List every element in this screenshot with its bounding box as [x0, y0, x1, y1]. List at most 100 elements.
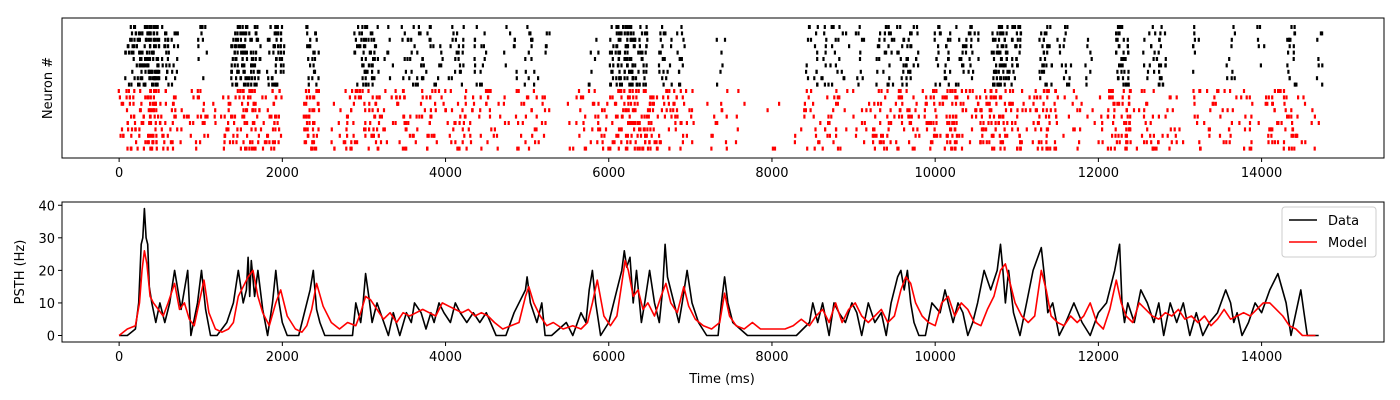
raster-spike: [597, 127, 600, 132]
raster-spike: [612, 44, 615, 49]
raster-spike: [480, 82, 483, 87]
raster-spike: [649, 95, 652, 100]
raster-spike: [899, 25, 902, 29]
raster-spike: [403, 95, 406, 100]
raster-spike: [373, 57, 376, 61]
raster-spike: [1248, 127, 1251, 132]
raster-spike: [793, 140, 796, 145]
raster-spike: [626, 57, 629, 61]
raster-spike: [1041, 44, 1044, 49]
raster-spike: [945, 76, 948, 81]
raster-spike: [985, 140, 988, 145]
raster-spike: [1270, 127, 1273, 132]
raster-spike: [1116, 76, 1120, 81]
raster-spike: [1086, 114, 1089, 119]
raster-spike: [249, 37, 252, 42]
raster-spike: [135, 44, 138, 49]
raster-spike: [993, 146, 996, 151]
raster-spike: [672, 101, 675, 106]
raster-spike: [149, 31, 152, 36]
raster-spike: [241, 31, 244, 36]
raster-spike: [661, 44, 664, 49]
raster-spike: [257, 133, 260, 138]
raster-spike: [998, 133, 1001, 138]
raster-spike: [1015, 31, 1018, 36]
raster-spike: [156, 31, 159, 36]
raster-spike: [515, 89, 518, 93]
raster-spike: [1321, 31, 1324, 36]
raster-spike: [241, 44, 244, 49]
raster-spike: [1155, 146, 1158, 151]
raster-spike: [124, 76, 127, 81]
raster-spike: [371, 82, 374, 87]
raster-spike: [971, 50, 974, 55]
raster-spike: [531, 133, 534, 138]
raster-spike: [1302, 95, 1305, 100]
raster-spike: [620, 140, 623, 145]
raster-spike: [841, 31, 844, 36]
raster-spike: [461, 108, 464, 113]
raster-spike: [999, 140, 1002, 145]
raster-spike: [273, 140, 276, 145]
raster-spike: [302, 114, 305, 119]
raster-spike: [239, 89, 242, 93]
raster-spike: [639, 127, 642, 132]
raster-spike: [490, 127, 493, 132]
raster-spike: [593, 57, 597, 61]
raster-spike: [897, 146, 900, 151]
raster-spike: [620, 82, 623, 87]
raster-spike: [131, 69, 134, 74]
raster-spike: [605, 114, 608, 119]
raster-spike: [253, 89, 256, 93]
raster-spike: [1158, 37, 1161, 42]
raster-spike: [645, 133, 648, 138]
raster-spike: [929, 95, 932, 100]
raster-spike: [610, 50, 613, 55]
raster-spike: [599, 127, 602, 132]
raster-spike: [371, 69, 374, 74]
raster-spike: [234, 95, 237, 100]
raster-spike: [906, 44, 909, 49]
raster-spike: [166, 37, 169, 42]
raster-spike: [1040, 140, 1043, 145]
raster-spike: [251, 140, 254, 145]
raster-spike: [636, 101, 639, 106]
raster-spike: [242, 69, 245, 74]
raster-spike: [251, 121, 254, 125]
raster-spike: [860, 37, 864, 42]
raster-spike: [152, 108, 156, 113]
raster-spike: [819, 121, 822, 125]
raster-spike: [243, 121, 246, 125]
raster-spike: [822, 57, 825, 61]
raster-spike: [315, 146, 318, 151]
raster-spike: [1004, 76, 1007, 81]
raster-spike: [980, 114, 983, 119]
raster-spike: [813, 76, 816, 81]
raster-spike: [1045, 63, 1048, 68]
raster-spike: [204, 25, 207, 29]
raster-spike: [651, 108, 655, 113]
raster-spike: [254, 31, 257, 36]
raster-spike: [254, 101, 257, 106]
raster-spike: [241, 101, 244, 106]
raster-spike: [312, 140, 316, 145]
raster-spike: [479, 133, 482, 138]
raster-spike: [938, 25, 941, 29]
raster-spike: [951, 133, 954, 138]
raster-spike: [383, 57, 386, 61]
raster-spike: [1028, 95, 1031, 100]
raster-spike: [164, 101, 167, 106]
raster-spike: [1152, 133, 1155, 138]
raster-spike: [961, 50, 964, 55]
raster-spike: [908, 140, 911, 145]
raster-spike: [913, 146, 916, 151]
raster-spike: [1153, 69, 1156, 74]
raster-spike: [1296, 133, 1299, 138]
raster-spike: [723, 37, 727, 42]
raster-spike: [130, 114, 133, 119]
raster-spike: [1127, 76, 1130, 81]
raster-spike: [246, 76, 249, 81]
raster-spike: [426, 133, 429, 138]
raster-spike: [1038, 114, 1041, 119]
raster-spike: [303, 127, 306, 132]
